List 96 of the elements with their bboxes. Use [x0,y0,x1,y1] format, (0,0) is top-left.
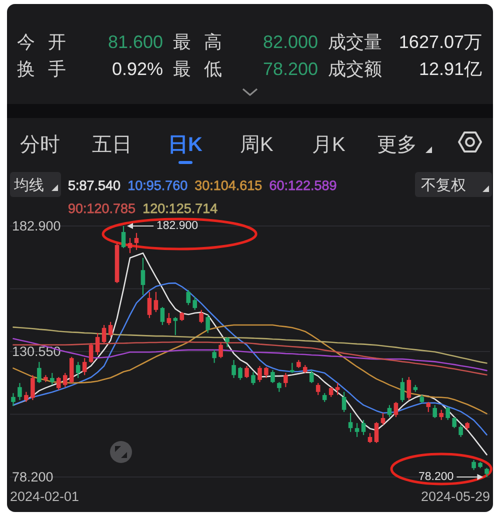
candlestick [432,404,438,419]
text: 今 开 [17,32,66,52]
candlestick [354,422,360,438]
candlestick [225,336,230,348]
candlestick [166,312,172,326]
candlestick [62,372,68,388]
candlestick [82,358,87,376]
candlestick [140,257,146,296]
candlestick [37,361,42,384]
text: 78.200 [262,59,318,79]
text: 成交量 [328,32,382,52]
candlestick [374,422,379,444]
candlestick [400,377,405,403]
candlestick [406,376,412,401]
candlestick [309,370,314,384]
candlestick [439,409,444,420]
text: 更多 [377,134,417,156]
candlestick [328,386,334,398]
candlestick [426,401,431,413]
candlestick [108,321,113,338]
legend: 均线 5:87.540 10:95.760 30:104.615 60:122.589 90:120.785 120:125.714 [10,172,337,216]
candlestick [95,332,100,356]
legend-label: 10:95.760 [128,178,188,193]
candlestick [335,382,340,396]
candlestick [277,382,282,392]
text: 2024-05-29 [420,489,490,504]
candlestick [173,316,178,336]
candlestick [238,366,242,380]
candlestick [134,232,139,251]
candlestick [69,356,74,384]
candlestick [458,424,463,438]
line-series [12,338,488,372]
text: 五日 [92,134,132,156]
y-tick-label: 130.550 [12,344,61,359]
candlestick [380,412,386,426]
candlestick [361,419,366,436]
text: 最 高 [173,32,222,52]
text: 日K [168,134,203,156]
candlestick [147,291,152,319]
candlestick [258,365,262,383]
candlestick [251,371,256,386]
candlestick [192,296,198,310]
legend-title: 均线 [13,177,44,194]
candlestick [186,289,191,306]
candlestick [284,372,288,388]
candlestick [452,416,456,429]
candlestick [264,366,268,379]
candlestick [18,382,22,401]
candlestick [121,225,126,249]
annotation: 182.900 [156,220,198,232]
candlestick [102,324,106,344]
text: 0.92% [112,59,163,79]
candlestick [24,391,28,403]
candlestick [50,372,54,386]
candlestick [30,374,35,401]
text: 周K [240,134,274,156]
candlestick [218,341,223,359]
candlestick [244,365,249,379]
candlestick [472,459,476,471]
line-series [12,326,488,364]
line-series [12,282,488,436]
text: 2024-02-01 [10,489,80,504]
candlestick [368,432,372,444]
candlestick [11,392,16,407]
candlestick [154,291,158,313]
candlestick [88,342,94,364]
text: 分时 [20,134,60,156]
candlestick [484,467,489,478]
candlestick [270,370,275,384]
y-tick-label: 182.900 [12,218,61,234]
candlestick [128,237,132,254]
candlestick [394,401,398,418]
text: 81.600 [108,32,163,52]
candlestick [56,376,61,391]
text: 82.000 [262,32,318,52]
candlestick [232,359,236,379]
text: 成交额 [328,59,382,79]
y-tick-label: 78.200 [12,470,54,484]
text: 月K [312,134,346,156]
candlestick [342,391,346,413]
candlestick [76,361,80,379]
text: 12.91亿 [418,59,482,79]
text: 最 低 [173,59,222,79]
candlestick [206,314,210,334]
candlestick [290,362,294,374]
candlestick [446,406,450,420]
candlestick [387,404,392,418]
text: 不复权 [421,177,466,194]
candlestick [348,412,353,432]
candlestick [212,349,216,364]
annotation: 78.200 [418,471,454,483]
candlestick [199,309,204,324]
text: 1627.07万 [398,32,482,52]
text: 换 手 [17,59,66,79]
candlestick [160,306,165,326]
candlestick [316,382,320,396]
